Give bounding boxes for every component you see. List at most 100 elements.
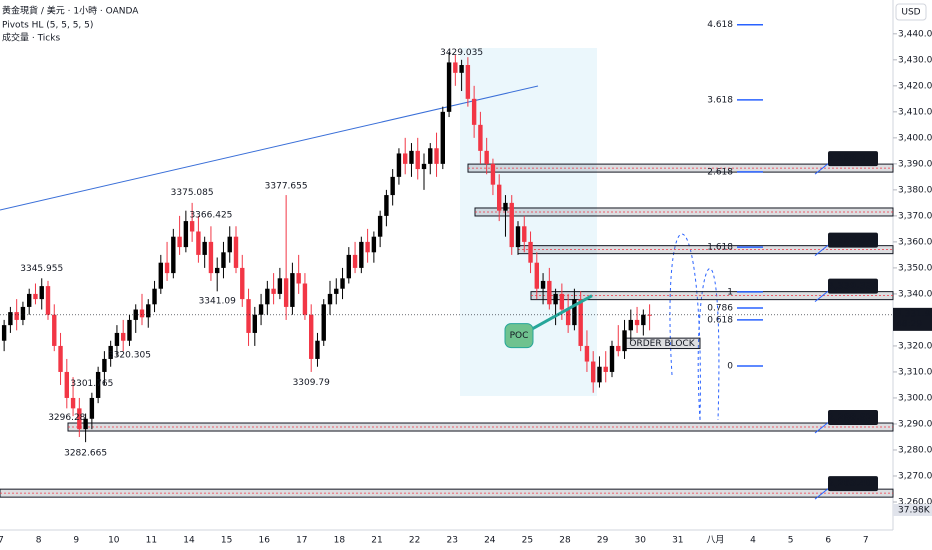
plot: 3,260.000 3,270.000 3,280.000 3,290.000 3,30… <box>0 20 932 546</box>
fib-label: 1.618 <box>707 243 733 253</box>
x-tick-label: 18 <box>334 536 346 546</box>
candle-body <box>227 236 232 253</box>
level-label: 3,388.372 <box>828 154 879 164</box>
candle-body <box>127 319 132 341</box>
fib-label: 1 <box>727 287 733 297</box>
x-tick-label: 28 <box>559 536 571 546</box>
y-tick-label: 3,390.000 <box>898 159 932 169</box>
candle-body <box>415 150 420 170</box>
fib-label: 2.618 <box>707 167 733 177</box>
indicator: Pivots HL (5, 5, 5, 5) <box>2 21 93 31</box>
y-tick-label: 3,350.000 <box>898 263 932 273</box>
candle-body <box>196 231 201 255</box>
x-tick-label: 10 <box>108 536 120 546</box>
candle-body <box>27 293 32 307</box>
y-tick-label: 3,430.000 <box>898 55 932 65</box>
poc-label: POC <box>510 331 529 341</box>
candle-body <box>572 299 577 326</box>
candle-body <box>421 163 427 170</box>
candle-body <box>240 267 245 300</box>
order-block-label: ORDER BLOCK <box>629 339 695 349</box>
candle-body <box>183 221 189 248</box>
level-label: 3,288.826 <box>828 413 879 423</box>
x-tick-label: 7 <box>863 536 869 546</box>
x-tick-label: 八月 <box>706 535 724 546</box>
pivot-label: 3366.425 <box>189 211 232 221</box>
x-tick-label: 14 <box>183 536 195 546</box>
candle-body <box>622 330 627 352</box>
candle-body <box>384 195 389 216</box>
candle-body <box>334 288 339 294</box>
level-tag <box>828 410 878 426</box>
x-tick-label: 5 <box>788 536 794 546</box>
candle-body <box>534 262 539 289</box>
candle-body <box>484 150 489 164</box>
level-label: 3,263.401 <box>828 479 879 489</box>
currency-box[interactable] <box>895 3 927 21</box>
candle-body <box>616 345 621 352</box>
candle-body <box>315 340 320 359</box>
candle-body <box>20 306 26 320</box>
candle-body <box>515 226 521 248</box>
candle-body <box>83 418 88 430</box>
candle-body <box>428 148 433 164</box>
level-tag <box>828 151 878 167</box>
candle-body <box>522 226 527 242</box>
candle-body <box>628 319 633 331</box>
fib-label: 0 <box>727 361 733 371</box>
candle-body <box>283 278 289 307</box>
candle-body <box>70 397 76 409</box>
level-pointer <box>814 420 831 434</box>
fib-label: 4.618 <box>707 20 733 30</box>
x-tick-label: 16 <box>258 536 270 546</box>
candle-body <box>396 153 402 177</box>
candle-body <box>8 312 13 326</box>
candle-body <box>565 309 571 326</box>
candle-body <box>641 314 646 326</box>
y-tick-label: 3,340.000 <box>898 289 932 299</box>
candle-body <box>1 325 7 341</box>
x-tick-label: 25 <box>522 536 533 546</box>
current-price-tag <box>893 307 932 331</box>
candle-body <box>246 299 251 333</box>
candle-body <box>33 293 38 300</box>
candle-body <box>503 202 508 211</box>
candle-body <box>290 273 295 307</box>
candle-body <box>528 241 533 263</box>
y-tick-label: 3,370.000 <box>898 211 932 221</box>
title: 黄金現貨 / 美元 · 1小時 · OANDA <box>2 5 139 17</box>
x-tick-label: 21 <box>371 536 382 546</box>
candle-body <box>591 361 596 383</box>
volume-label: 37.98K <box>898 506 931 516</box>
candle-body <box>597 366 602 383</box>
pivot-label: 3282.665 <box>64 449 107 459</box>
candle-body <box>114 332 120 346</box>
candle-body <box>377 215 383 237</box>
y-tick-label: 3,310.000 <box>898 367 932 377</box>
candle-body <box>584 345 590 362</box>
candle-body <box>221 252 226 268</box>
x-tick-label: 22 <box>409 536 420 546</box>
candle-body <box>277 278 283 294</box>
candle-body <box>553 293 558 305</box>
level-pointer <box>814 289 831 303</box>
candle-body <box>390 176 395 196</box>
x-tick-label: 6 <box>825 536 831 546</box>
candle-body <box>102 358 107 372</box>
y-tick-label: 3,360.000 <box>898 237 932 247</box>
candle-body <box>459 65 464 73</box>
pivot-label: 3429.035 <box>440 48 483 58</box>
candle-body <box>453 62 458 73</box>
level-tag <box>828 476 878 492</box>
x-tick-label: 8 <box>36 536 42 546</box>
volume-tag <box>893 504 932 516</box>
level-tag <box>828 232 878 248</box>
candle-body <box>202 241 207 255</box>
candle-body <box>158 262 163 289</box>
candle-body <box>309 314 314 359</box>
pivot-label: 3377.655 <box>265 181 308 191</box>
candle-body <box>559 293 565 310</box>
projection-arcs <box>669 233 720 421</box>
y-tick-label: 3,440.000 <box>898 29 932 39</box>
